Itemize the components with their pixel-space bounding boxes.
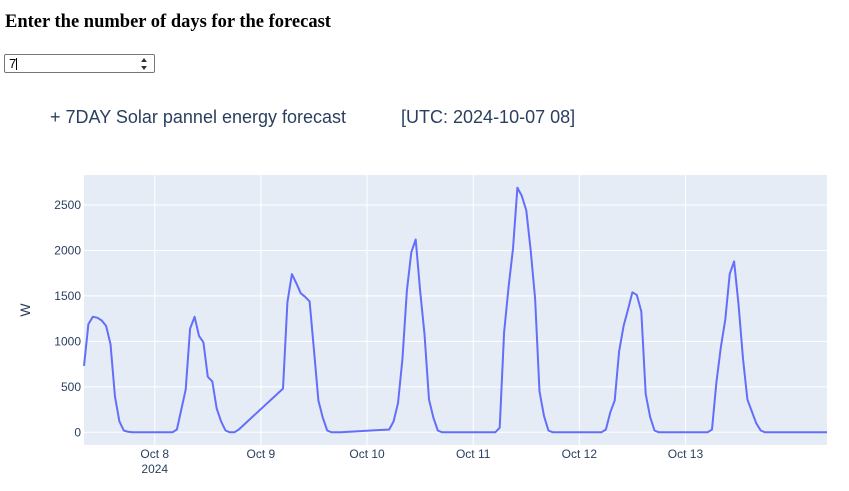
stepper-arrows-icon[interactable]: [140, 57, 148, 71]
y-tick-label: 2000: [54, 243, 81, 257]
plot-area: [84, 175, 827, 445]
y-tick-label: 500: [61, 380, 81, 394]
forecast-days-heading: Enter the number of days for the forecas…: [5, 12, 331, 32]
y-axis-label: W: [17, 303, 33, 317]
x-tick-label: Oct 13: [668, 447, 704, 461]
x-tick-label: Oct 10: [349, 447, 385, 461]
y-tick-label: 1500: [54, 289, 81, 303]
y-tick-label: 0: [74, 425, 81, 439]
chart-title: + 7DAY Solar pannel energy forecast [UTC…: [50, 107, 576, 127]
y-tick-label: 1000: [54, 334, 81, 348]
x-tick-label: Oct 12: [562, 447, 598, 461]
x-tick-label: Oct 11: [456, 447, 491, 461]
energy-series-line: [83, 186, 827, 434]
days-number-input[interactable]: 7: [4, 54, 155, 73]
days-input-value: 7: [9, 56, 17, 71]
text-caret: [16, 58, 17, 70]
y-tick-label: 2500: [54, 198, 81, 212]
x-tick-label: Oct 8: [140, 447, 169, 461]
x-year-label: 2024: [141, 462, 168, 476]
x-tick-label: Oct 9: [247, 447, 276, 461]
